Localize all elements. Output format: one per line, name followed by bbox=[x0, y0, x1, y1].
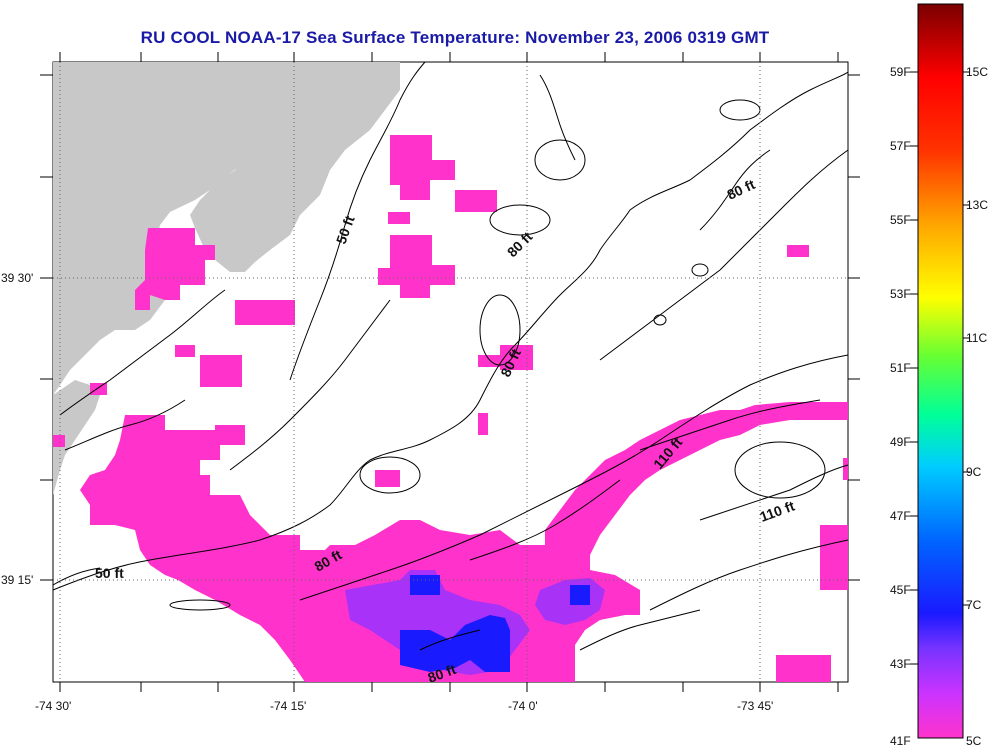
lat-tick-label: 39 30' bbox=[1, 271, 33, 285]
colorbar-f-label: 49F bbox=[890, 435, 911, 449]
lon-tick-label: -74 30' bbox=[35, 699, 71, 713]
colorbar-f-label: 51F bbox=[890, 361, 911, 375]
colorbar-c-label: 11C bbox=[966, 331, 987, 345]
colorbar-f-label: 41F bbox=[890, 734, 911, 748]
frame-ticks bbox=[40, 52, 860, 692]
colorbar-f-label: 47F bbox=[890, 509, 911, 523]
bathymetry-contours bbox=[52, 61, 849, 651]
colorbar-f-label: 57F bbox=[890, 139, 911, 153]
colorbar-c-label: 15C bbox=[966, 65, 988, 79]
colorbar-f-label: 53F bbox=[890, 287, 911, 301]
colorbar-gradient bbox=[917, 3, 964, 739]
map-title: RU COOL NOAA-17 Sea Surface Temperature:… bbox=[140, 28, 770, 47]
lat-tick-label: 39 15' bbox=[1, 573, 33, 587]
contour-label: 50 ft bbox=[95, 565, 124, 581]
colorbar-f-label: 59F bbox=[890, 65, 911, 79]
colorbar-f-label: 55F bbox=[890, 213, 911, 227]
land-area bbox=[53, 62, 400, 495]
colorbar-f-label: 45F bbox=[890, 583, 911, 597]
lon-tick-label: -73 45' bbox=[737, 699, 773, 713]
lon-tick-label: -74 0' bbox=[508, 699, 538, 713]
graticule bbox=[53, 62, 848, 682]
colorbar-f-label: 43F bbox=[890, 657, 911, 671]
colorbar-c-label: 5C bbox=[966, 734, 982, 748]
colorbar-c-label: 7C bbox=[966, 598, 982, 612]
colorbar-c-label: 13C bbox=[966, 198, 988, 212]
colorbar-ticks bbox=[910, 71, 970, 665]
colorbar-c-label: 9C bbox=[966, 465, 982, 479]
lon-tick-label: -74 15' bbox=[270, 699, 306, 713]
